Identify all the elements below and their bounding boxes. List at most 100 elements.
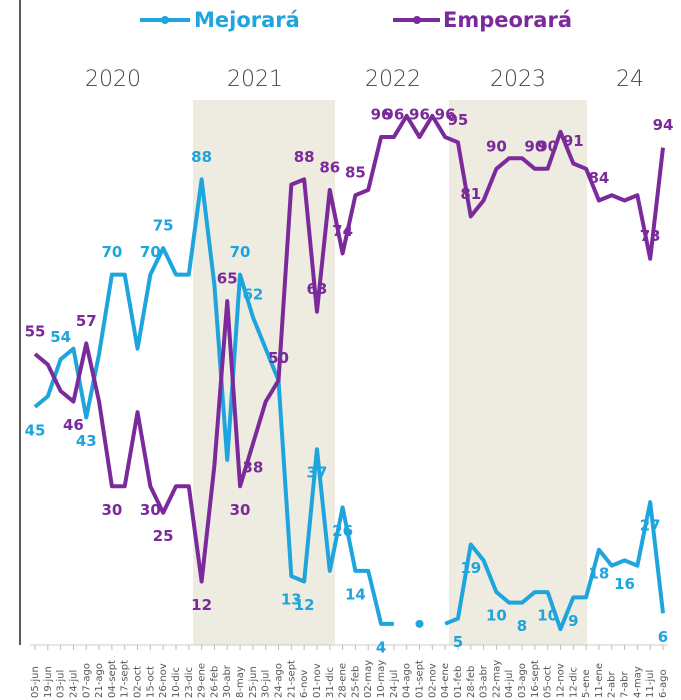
data-label: 91	[563, 132, 584, 150]
data-label: 54	[50, 328, 71, 346]
x-tick-label: 02-nov	[427, 663, 438, 698]
data-label: 96	[371, 106, 392, 124]
data-label: 57	[76, 312, 97, 330]
data-label: 12	[294, 596, 315, 614]
data-label: 5	[453, 633, 463, 651]
x-tick-label: 26-nov	[158, 663, 169, 698]
x-tick-label: 04-sept	[107, 660, 118, 698]
period-label: 24	[616, 67, 644, 92]
x-tick-label: 21-ago	[94, 663, 105, 698]
x-tick-label: 10-dic	[171, 667, 182, 698]
point	[415, 619, 424, 628]
data-label: 6	[658, 628, 668, 646]
x-tick-label: 12-nov	[555, 663, 566, 698]
x-tick-label: 02-may	[363, 660, 374, 698]
data-label: 4	[376, 638, 386, 656]
x-tick-label: 24-jul	[389, 670, 400, 698]
period-band	[449, 100, 587, 645]
data-label: 9	[568, 612, 578, 630]
x-tick-label: 26-feb	[209, 666, 220, 698]
legend-dot	[161, 16, 169, 24]
data-label: 95	[448, 111, 469, 129]
data-label: 88	[191, 148, 212, 166]
x-tick-label: 21-sept	[286, 660, 297, 698]
x-tick-label: 24-ago	[274, 663, 285, 698]
x-tick-label: 03-abr	[479, 664, 490, 698]
data-label: 84	[588, 169, 609, 187]
data-label: 18	[588, 564, 609, 582]
x-tick-label: 10-may	[376, 660, 387, 698]
data-label: 50	[268, 349, 289, 367]
x-tick-label: 4-may	[632, 666, 643, 698]
x-tick-label: 17-sept	[120, 660, 131, 698]
data-label: 50	[268, 349, 289, 367]
data-label: 30	[140, 501, 161, 519]
x-tick-label: 6-nov	[299, 670, 310, 698]
series-line	[33, 113, 665, 584]
x-tick-label: 03-jul	[56, 670, 67, 698]
period-label: 2021	[227, 67, 283, 92]
x-tick-label: 23-dic	[184, 667, 195, 698]
data-label: 86	[319, 158, 340, 176]
x-tick-label: 8-may	[235, 666, 246, 698]
data-label: 70	[101, 243, 122, 261]
x-tick-label: 6-ago	[658, 669, 669, 698]
data-label: 43	[76, 432, 97, 450]
data-label: 73	[640, 227, 661, 245]
x-tick-label: 01-sept	[414, 660, 425, 698]
data-label: 12	[191, 596, 212, 614]
x-tick-label: 01-feb	[453, 666, 464, 698]
data-label: 94	[653, 116, 674, 134]
period-band	[193, 100, 335, 645]
x-tick-label: 28-ene	[338, 663, 349, 698]
x-tick-label: 19-jun	[43, 666, 54, 698]
x-tick-label: 15-oct	[145, 666, 156, 698]
data-label: 88	[294, 148, 315, 166]
data-label: 75	[153, 217, 174, 235]
data-label: 90	[537, 137, 558, 155]
x-tick-label: 05-jun	[30, 666, 41, 698]
data-label: 19	[460, 559, 481, 577]
legend-label: Empeorará	[443, 8, 572, 32]
data-label: 8	[517, 617, 527, 635]
data-label: 27	[640, 517, 661, 535]
x-tick-label: 11-ene	[594, 663, 605, 698]
data-label: 90	[486, 137, 507, 155]
data-label: 16	[614, 575, 635, 593]
data-label: 62	[242, 285, 263, 303]
x-tick-label: 25-feb	[350, 666, 361, 698]
data-label: 63	[307, 280, 328, 298]
data-label: 74	[332, 222, 353, 240]
x-tick-label: 11-jul	[645, 670, 656, 698]
legend-dot	[413, 16, 421, 24]
data-label: 65	[217, 270, 238, 288]
x-tick-label: 30-abr	[222, 664, 233, 698]
data-label: 26	[332, 522, 353, 540]
data-label: 14	[345, 585, 366, 603]
x-tick-label: 04-ene	[440, 663, 451, 698]
x-tick-label: 25-jun	[248, 666, 259, 698]
data-label: 96	[409, 106, 430, 124]
legend-label: Mejorará	[194, 8, 300, 32]
data-label: 13	[281, 591, 302, 609]
period-label: 2022	[365, 67, 421, 92]
data-label: 10	[486, 607, 507, 625]
x-tick-label: 02-oct	[133, 666, 144, 698]
x-tick-label: 12-dic	[568, 667, 579, 698]
data-label: 30	[101, 501, 122, 519]
data-label: 37	[307, 464, 328, 482]
x-tick-label: 5-ene	[581, 669, 592, 698]
data-label: 45	[25, 421, 46, 439]
x-tick-label: 22-may	[491, 660, 502, 698]
x-tick-label: 04-ago	[402, 663, 413, 698]
x-tick-label: 16-sept	[530, 660, 541, 698]
x-tick-label: 05-oct	[543, 666, 554, 698]
data-label: 96	[383, 106, 404, 124]
x-tick-label: 24-jul	[68, 670, 79, 698]
data-label: 10	[537, 607, 558, 625]
data-label: 55	[25, 322, 46, 340]
x-tick-label: 04-jul	[504, 670, 515, 698]
data-label: 90	[524, 137, 545, 155]
x-tick-label: 29-ene	[197, 663, 208, 698]
